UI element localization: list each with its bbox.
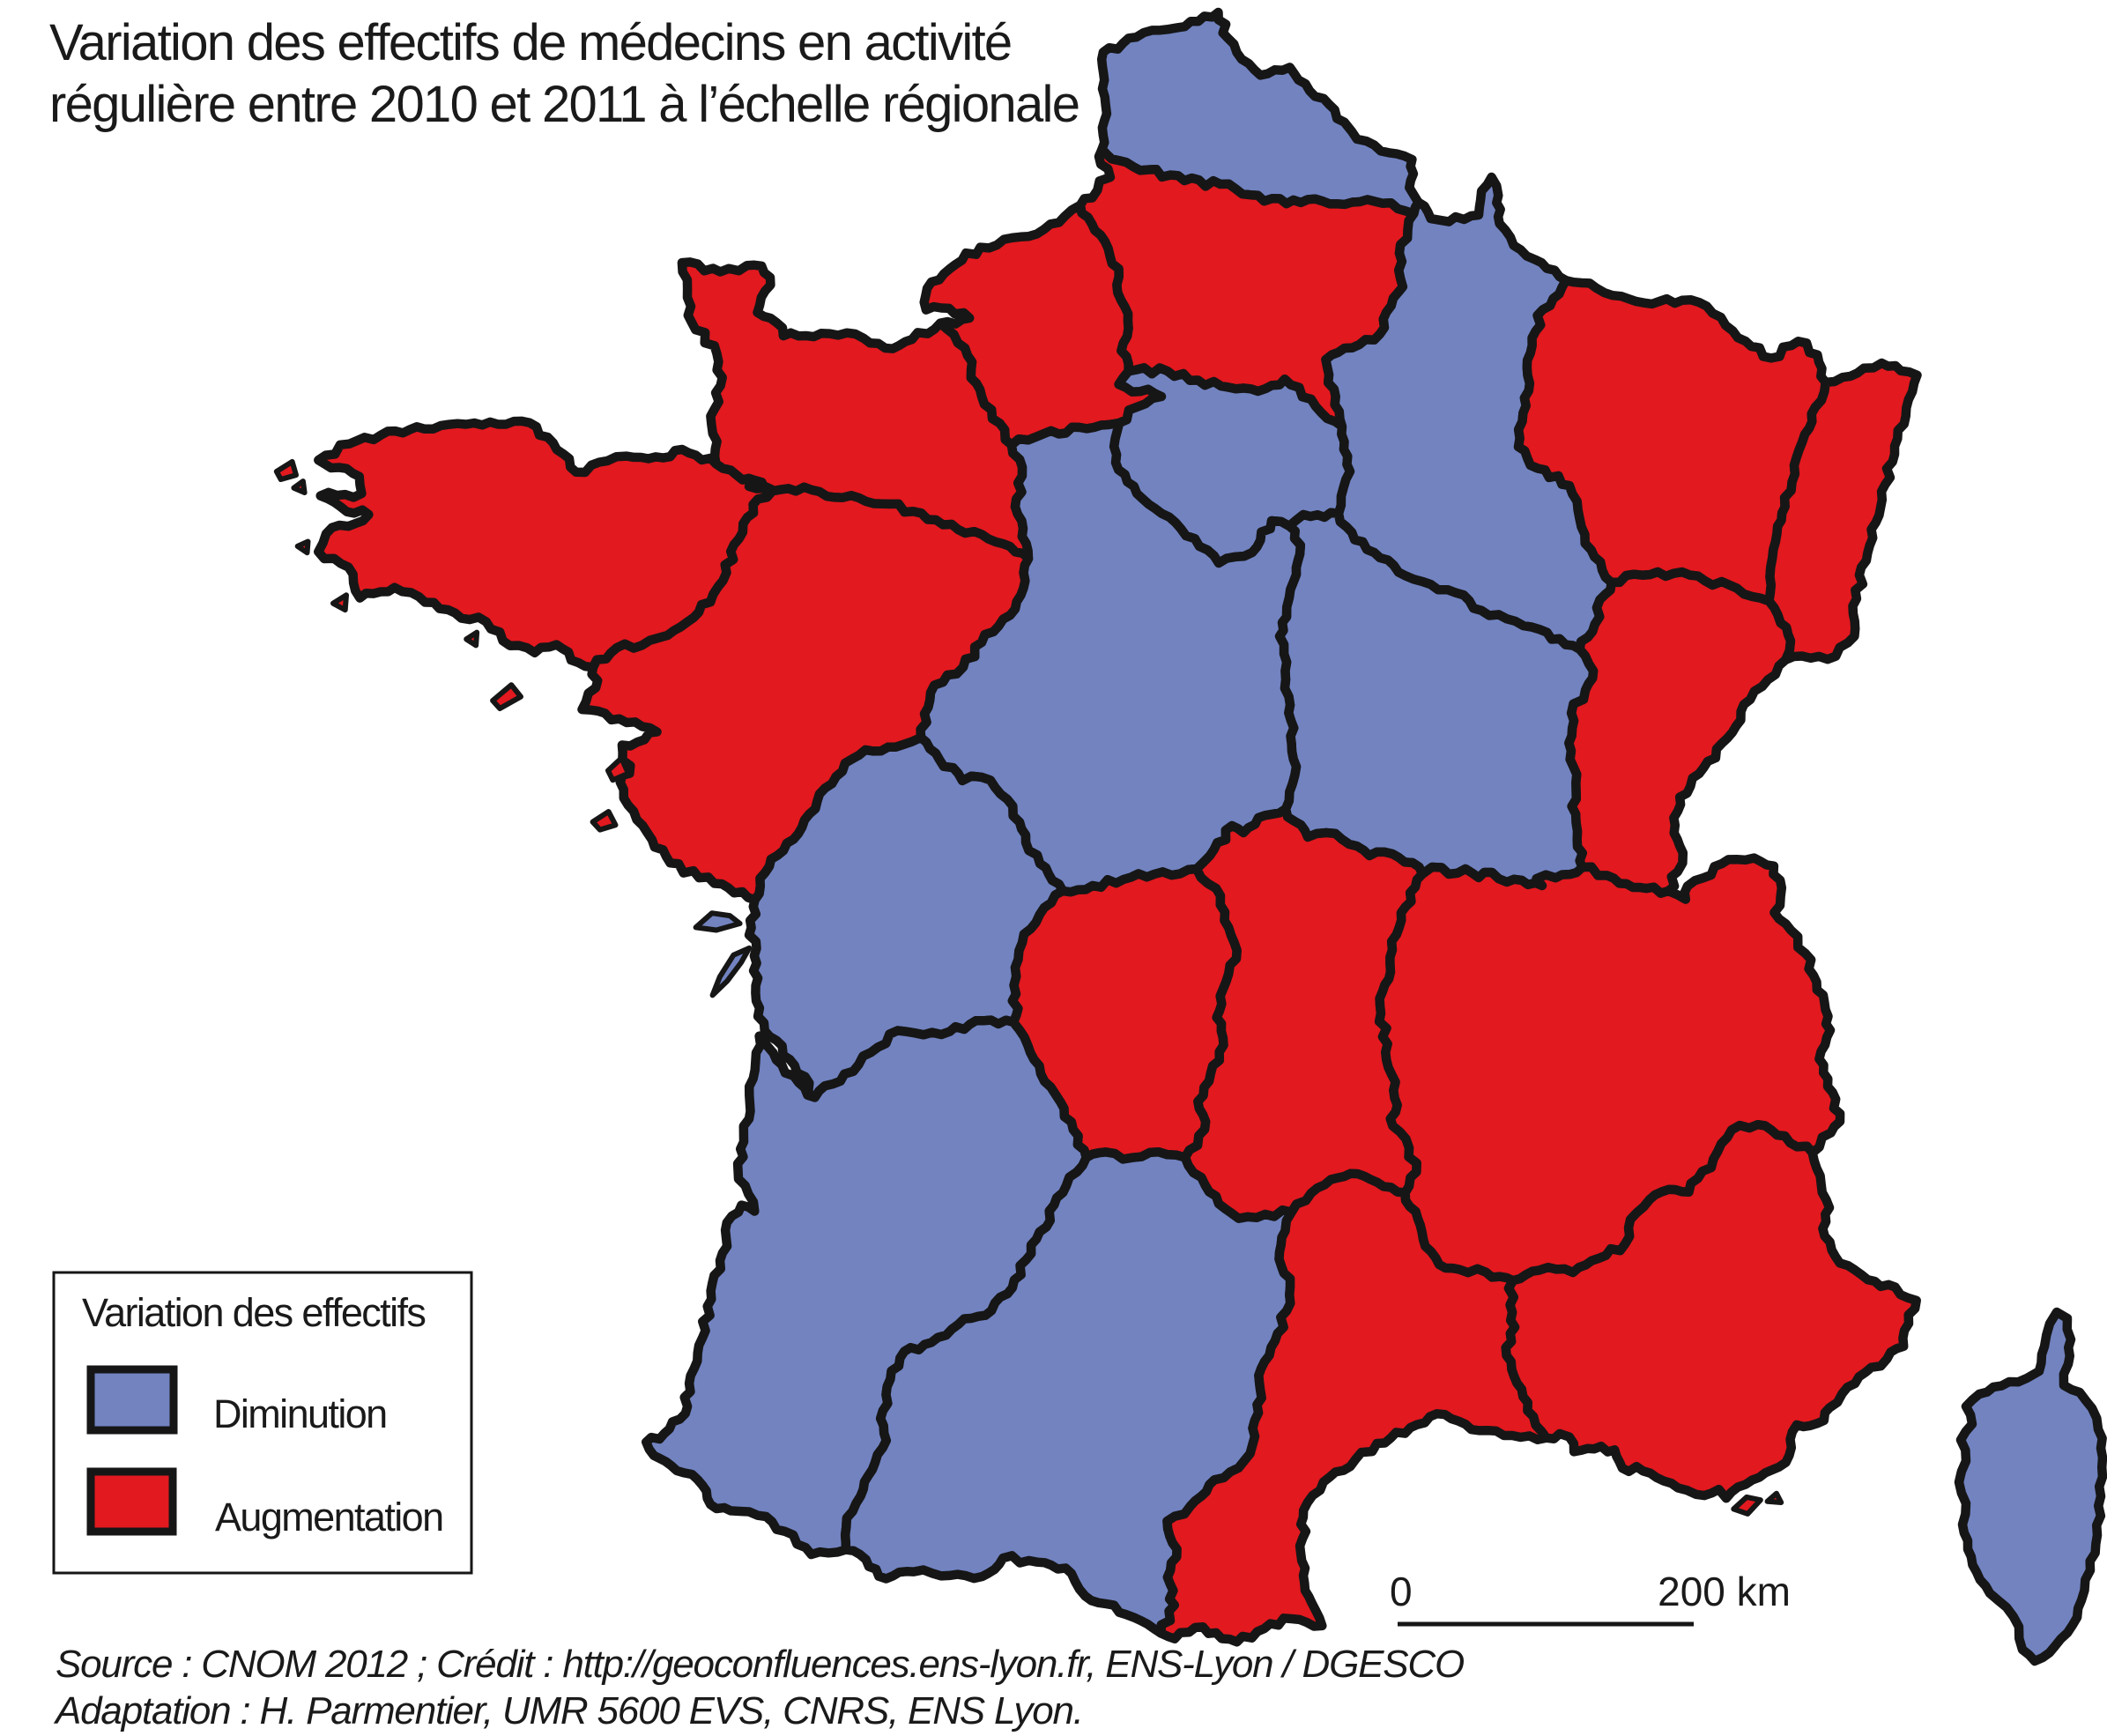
svg-text:Augmentation: Augmentation: [215, 1495, 443, 1539]
svg-text:régulière entre 2010 et 2011 à: régulière entre 2010 et 2011 à l’échelle…: [49, 76, 1079, 133]
svg-text:Variation des effectifs: Variation des effectifs: [82, 1290, 425, 1335]
svg-text:Diminution: Diminution: [213, 1391, 387, 1436]
svg-text:Variation des effectifs de méd: Variation des effectifs de médecins en a…: [49, 14, 1012, 71]
svg-text:Source : CNOM 2012 ; Crédit :: Source : CNOM 2012 ; Crédit : http://geo…: [56, 1643, 1464, 1686]
svg-text:0: 0: [1390, 1569, 1413, 1614]
svg-text:Adaptation : H. Parmentier, UM: Adaptation : H. Parmentier, UMR 5600 EVS…: [53, 1689, 1083, 1732]
svg-text:200 km: 200 km: [1658, 1569, 1791, 1614]
